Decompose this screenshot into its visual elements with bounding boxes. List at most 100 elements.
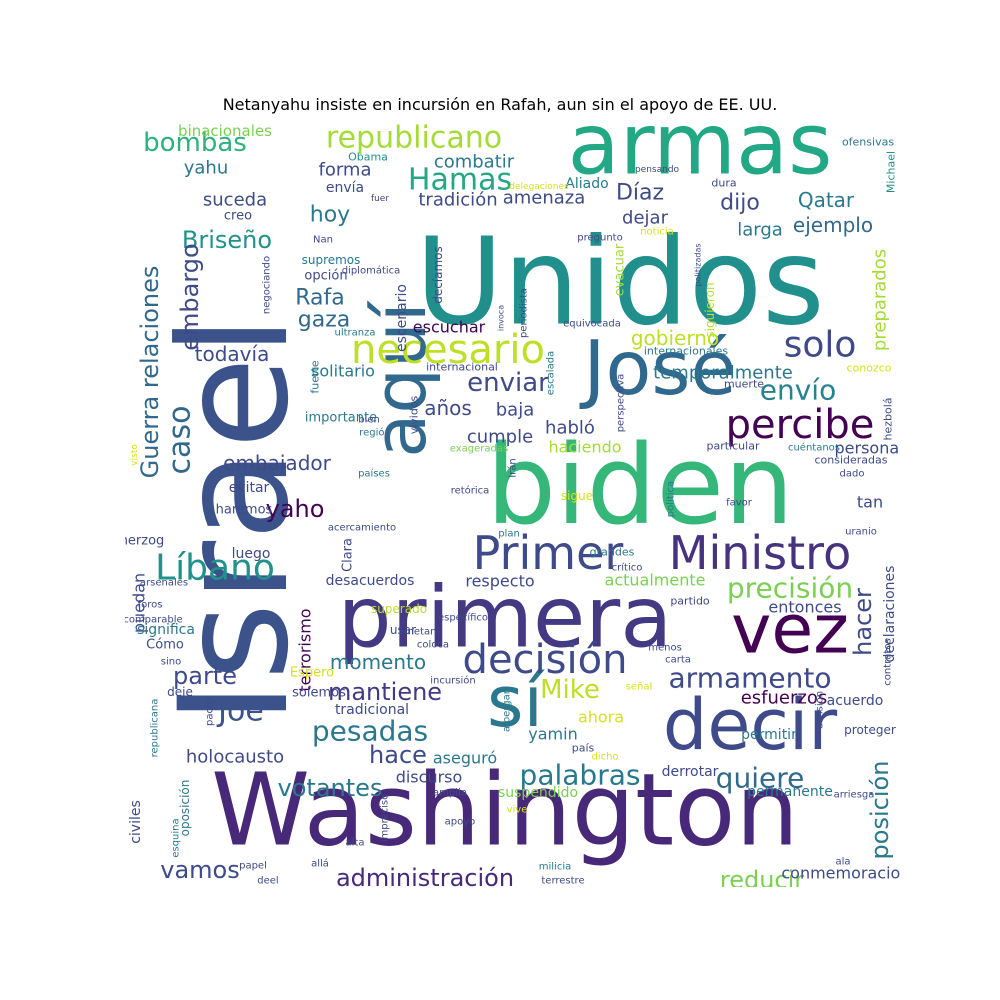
cloud-word: aseguró [433,749,497,768]
cloud-word: dicho [591,752,618,763]
cloud-word: combatir [434,152,515,173]
cloud-word: Israel [148,315,322,725]
cloud-word: derrotar [662,764,719,780]
cloud-word: internacional [426,361,498,374]
cloud-word: siguieron [703,282,717,337]
cloud-word: acuerdo [827,693,884,709]
cloud-word: embargo [176,243,204,350]
cloud-word: tradicional [335,702,409,718]
cloud-title: Netanyahu insiste en incursión en Rafah,… [222,95,778,114]
cloud-word: señal [626,682,653,693]
cloud-word: Guerra relaciones [136,266,164,479]
cloud-word: temporalmente [653,363,793,384]
cloud-word: palabras [520,759,641,792]
cloud-word: pregunto [577,233,622,244]
cloud-word: envía [326,180,364,196]
cloud-word: Díaz [616,181,664,206]
cloud-word: decíamos [431,246,445,304]
cloud-word: noticia [640,227,674,238]
cloud-word: habló [545,418,595,439]
cloud-word: yahu [184,158,229,179]
cloud-word: Qatar [798,188,855,212]
cloud-word: mantiene [328,678,442,706]
cloud-word: envío [760,374,836,407]
cloud-word: hoy [310,203,350,228]
cloud-word: foros [138,600,163,611]
cloud-word: creo [224,209,252,224]
cloud-word: opción [304,269,347,284]
cloud-word: holocausto [186,747,284,768]
cloud-word: papel [239,861,267,872]
cloud-word: Obama [348,151,388,164]
cloud-word: escuchar [413,318,486,337]
cloud-word: perspectiva [616,374,627,433]
cloud-word: sino [161,657,181,668]
cloud-word: republicana [150,699,161,758]
cloud-word: consideradas [814,454,887,467]
cloud-word: escalada [546,351,557,395]
cloud-word: actualmente [605,571,706,590]
cloud-word: entonces [768,598,841,617]
cloud-word: usar [390,623,416,637]
cloud-word: bien [358,415,380,426]
cloud-word: dura [711,177,736,190]
cloud-word: percibe [726,402,875,448]
cloud-word: división [814,691,826,729]
cloud-word: biden [486,421,794,549]
cloud-word: armamento [669,662,832,695]
cloud-word: alta [346,838,365,849]
cloud-word: delegaciones [509,182,569,192]
cloud-word: región [359,427,391,439]
cloud-word: pensando [635,165,680,175]
cloud-word: deje [167,685,193,699]
cloud-word: esfuerzos [741,688,828,709]
cloud-word: milicia [539,862,571,873]
cloud-word: haremos [216,503,273,518]
cloud-word: Cómo [146,638,184,653]
cloud-word: supremos [302,253,361,267]
cloud-word: Irán [507,458,519,478]
cloud-word: crítico [612,562,643,574]
cloud-word: país [572,742,595,755]
cloud-word: hace [369,741,427,769]
cloud-word: arsenales [140,578,188,589]
cloud-word: evacuar [613,243,628,296]
cloud-word: esquina [171,818,182,857]
cloud-word: ahora [578,708,624,727]
cloud-word: desacuerdos [326,573,415,589]
cloud-word: significa [137,622,195,638]
cloud-word: periodista [519,288,530,338]
cloud-word: quiere [716,762,805,795]
cloud-word: incursión [430,675,476,687]
cloud-word: personas [835,439,900,458]
cloud-word: Unidos [415,214,824,353]
cloud-word: netan [408,627,437,638]
cloud-word: respecto [465,572,534,591]
cloud-word: allá [311,858,329,870]
cloud-word: todavía [195,342,270,366]
cloud-word: politizadas [694,243,703,286]
cloud-word: Clara [341,538,356,572]
cloud-word: años [424,396,472,420]
cloud-word: herzog [125,534,164,549]
cloud-word: Aliado [565,176,608,192]
cloud-word: exageradas [450,444,508,455]
cloud-word: embajador [223,451,331,475]
cloud-word: vividos [408,395,421,434]
cloud-word: dado [840,469,865,480]
cloud-word: acercamiento [328,523,396,534]
cloud-word: comparable [125,615,183,626]
cloud-word: cumple [467,427,533,448]
cloud-word: proteger [844,723,896,737]
cloud-word: importante [305,411,377,426]
cloud-word: gobierno [631,326,719,350]
cloud-word: decisión [463,637,628,683]
cloud-word: enviar [467,368,549,398]
cloud-word: pacto [205,698,216,726]
cloud-word: Nan [313,235,333,246]
cloud-word: administración [336,864,514,887]
cloud-word: terrestre [541,876,584,887]
cloud-word: Líbano [155,548,275,589]
cloud-word: vez [731,591,849,670]
cloud-word: preparados [870,249,891,351]
